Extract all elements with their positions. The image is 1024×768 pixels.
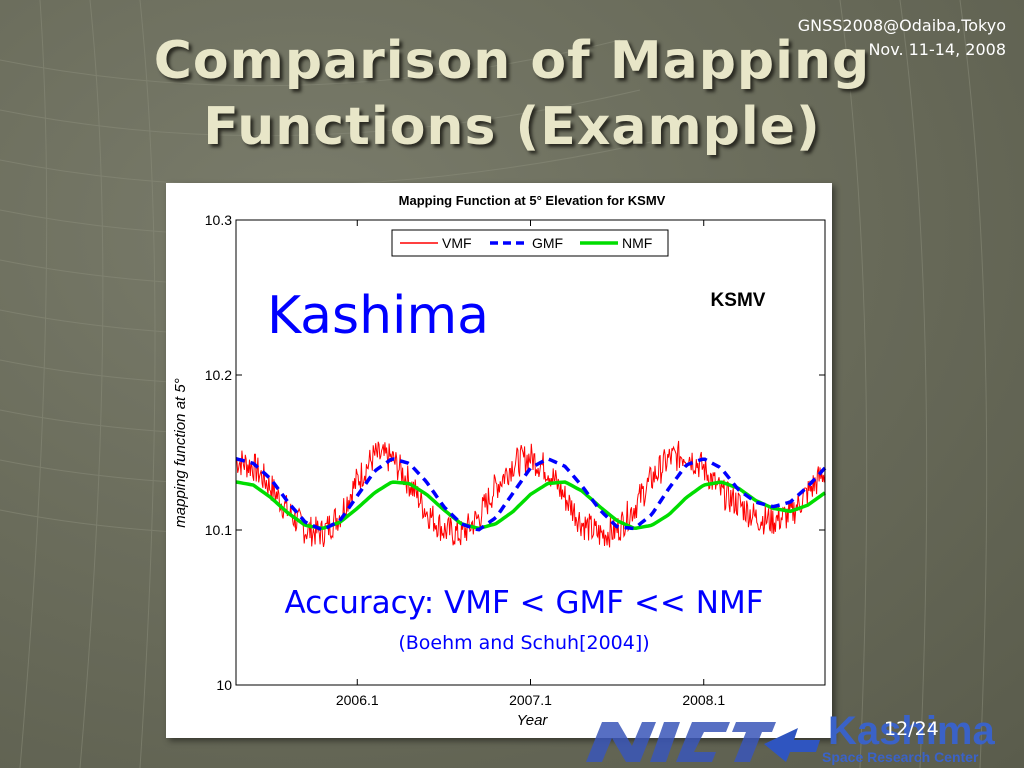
x-tick-label: 2006.1 [336, 692, 379, 708]
chart-figure: Mapping Function at 5° Elevation for KSM… [166, 183, 832, 738]
kashima-annotation: Kashima [267, 286, 489, 346]
x-axis-label: Year [517, 712, 549, 729]
legend-label-gmf: GMF [532, 235, 563, 251]
logo-title: Kashima [828, 709, 995, 753]
slide-title: Comparison of Mapping Functions (Example… [0, 28, 1024, 160]
mapping-function-chart: Mapping Function at 5° Elevation for KSM… [172, 193, 827, 729]
legend: VMF GMF NMF [391, 229, 669, 257]
series-line-gmf [235, 456, 827, 532]
logo-subtitle: Space Research Center [822, 749, 979, 765]
page-number: 12/24 [884, 718, 939, 740]
legend-label-vmf: VMF [442, 235, 472, 251]
y-axis-label: mapping function at 5° [172, 378, 189, 527]
axes: 10 10.1 10.2 10.3 2006.1 2007.1 2008.1 [205, 212, 826, 708]
slide-title-line-2: Functions (Example) [203, 97, 821, 157]
kashima-arrow-icon [764, 728, 820, 762]
legend-label-nmf: NMF [622, 235, 652, 251]
x-tick-label: 2007.1 [509, 692, 552, 708]
series-layer [235, 440, 827, 548]
chart-title: Mapping Function at 5° Elevation for KSM… [399, 193, 666, 208]
y-tick-label: 10.3 [205, 212, 232, 228]
y-tick-label: 10.2 [205, 367, 232, 383]
station-label: KSMV [711, 290, 766, 311]
slide-title-line-1: Comparison of Mapping [153, 31, 871, 91]
conference-line-1: GNSS2008@Odaiba,Tokyo [797, 16, 1006, 35]
nict-logo-icon [586, 722, 776, 762]
x-tick-label: 2008.1 [682, 692, 725, 708]
y-tick-label: 10.1 [205, 522, 232, 538]
y-tick-label: 10 [216, 677, 232, 693]
kashima-logo: Kashima Space Research Center [586, 709, 995, 765]
conference-line-2: Nov. 11-14, 2008 [868, 40, 1006, 59]
series-line-vmf [235, 440, 826, 548]
conference-info: GNSS2008@Odaiba,Tokyo Nov. 11-14, 2008 [798, 14, 1006, 62]
reference-annotation: (Boehm and Schuh[2004]) [398, 632, 649, 654]
accuracy-annotation: Accuracy: VMF < GMF << NMF [284, 585, 763, 621]
